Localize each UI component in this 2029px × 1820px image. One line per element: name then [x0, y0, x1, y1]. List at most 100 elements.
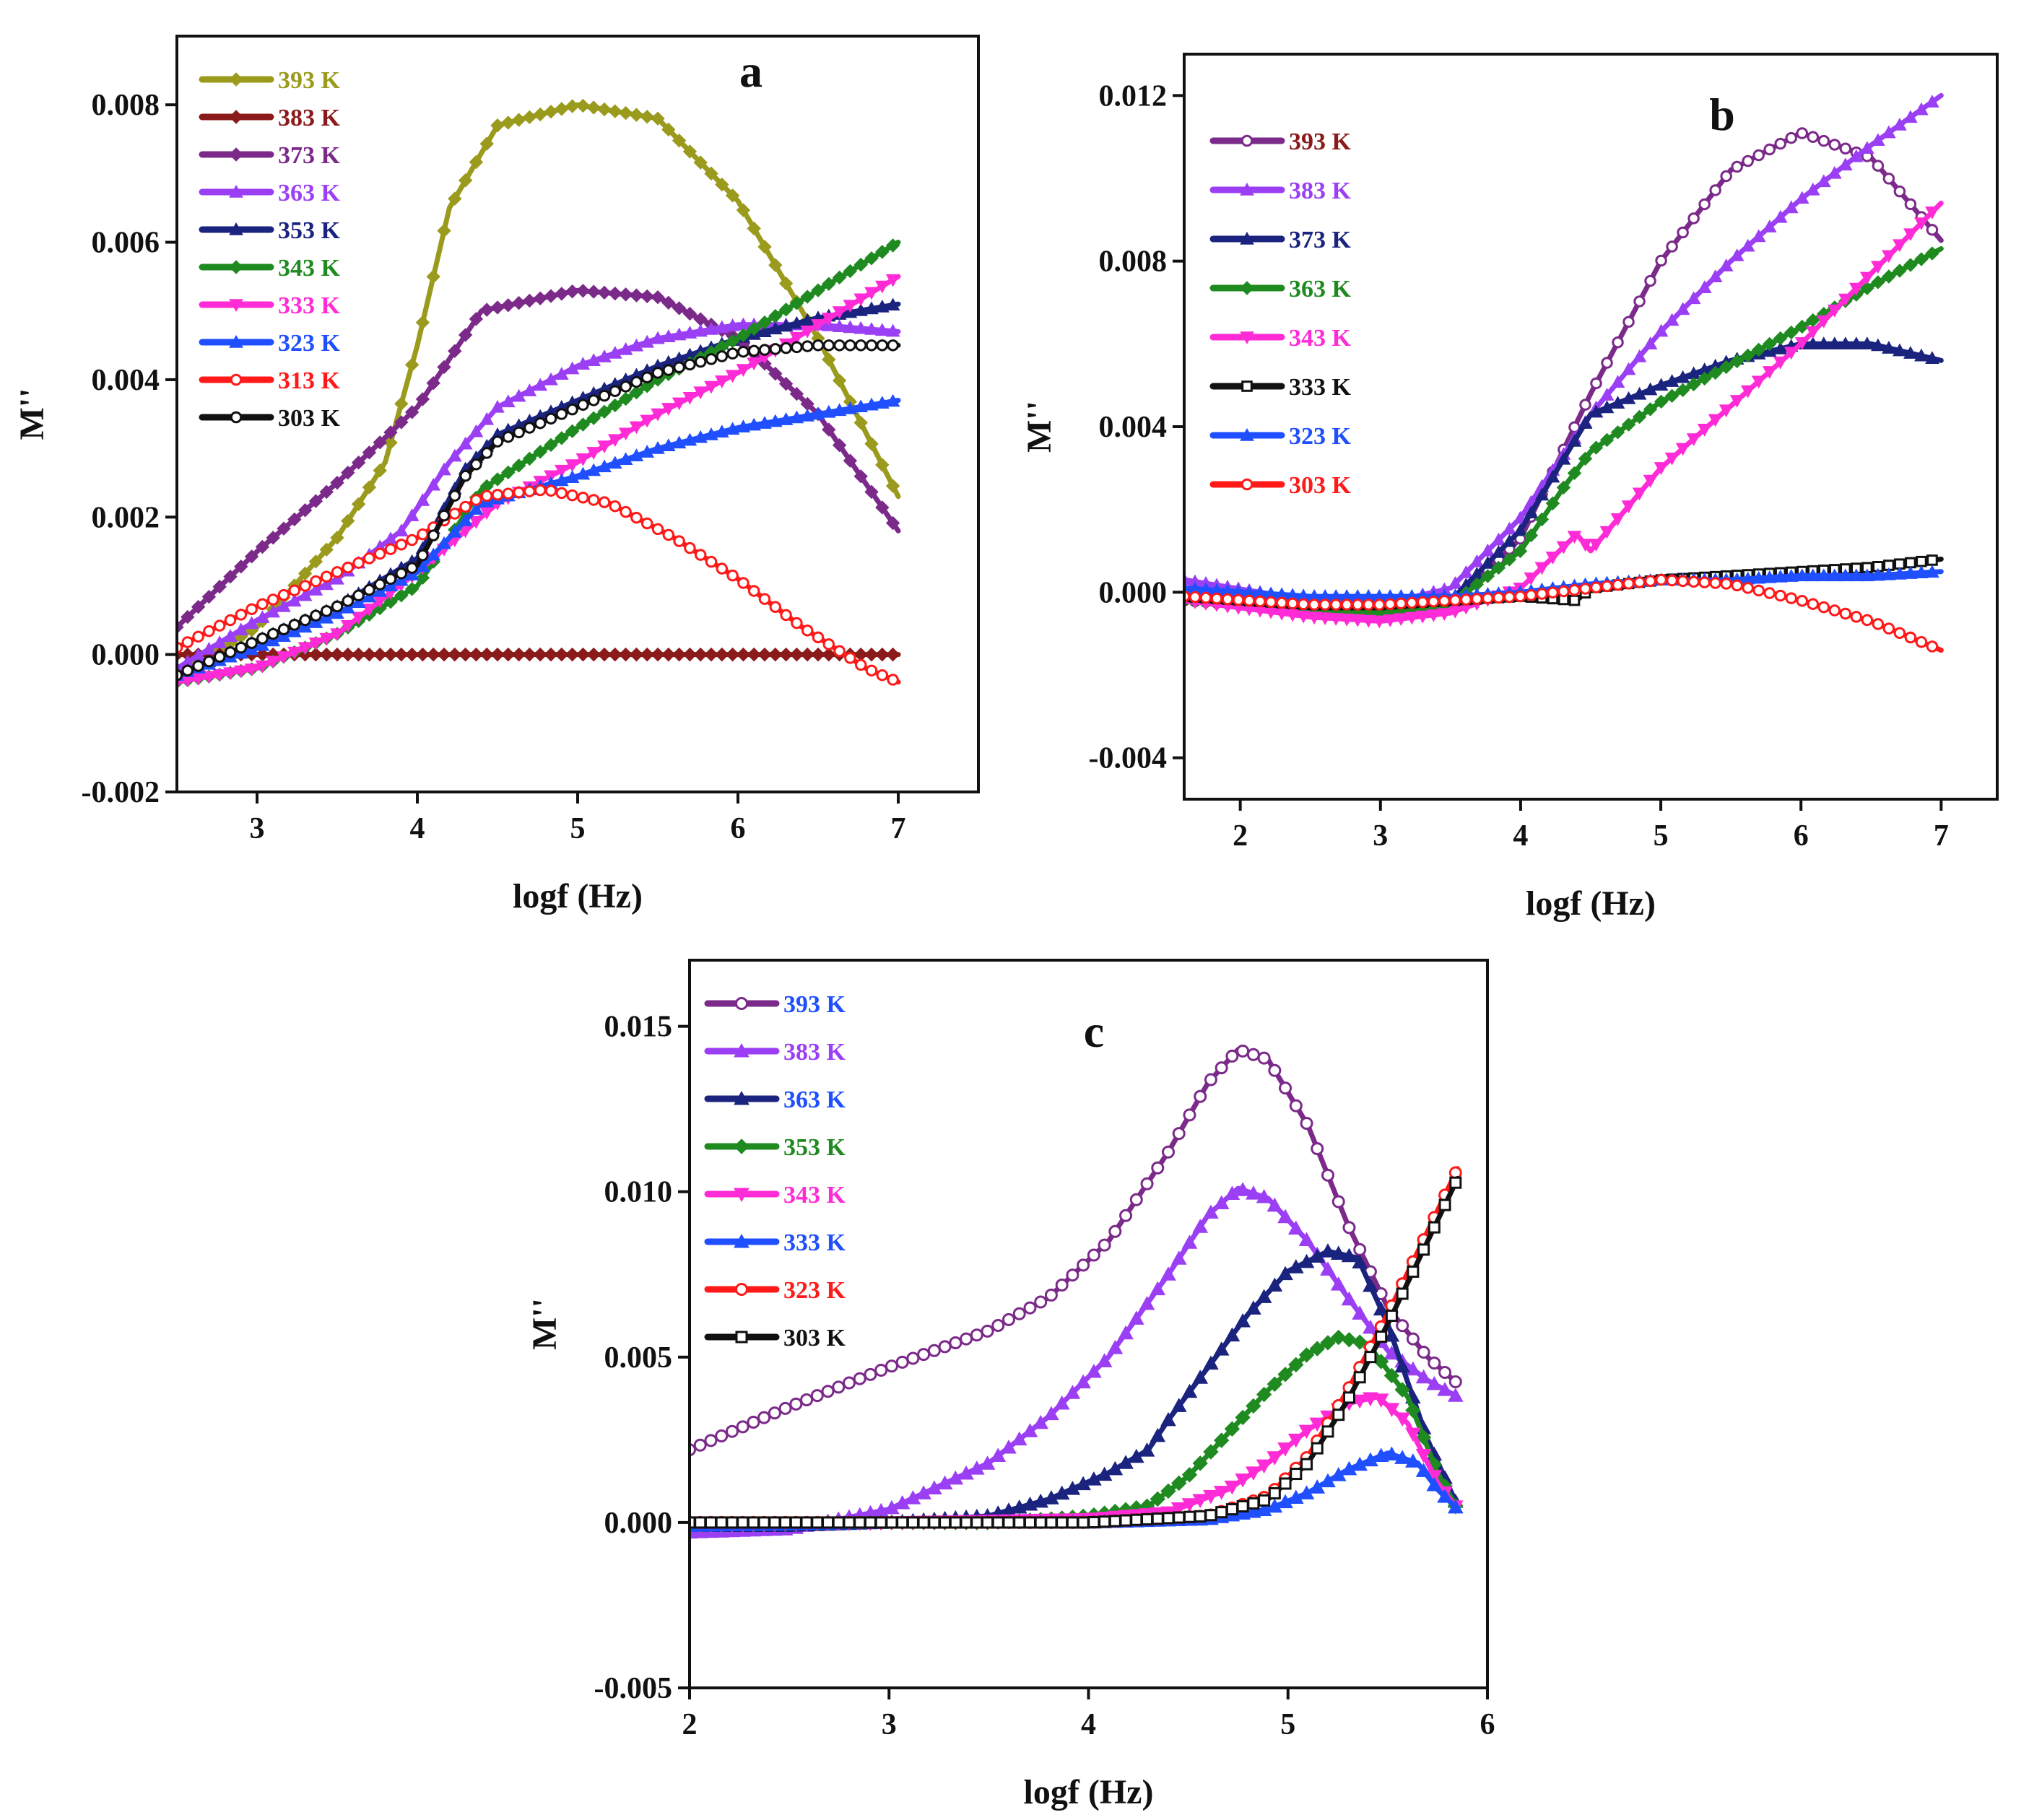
data-point — [1926, 224, 1939, 236]
data-point — [1364, 1351, 1377, 1364]
data-point — [651, 111, 665, 126]
data-point — [822, 277, 836, 291]
data-point — [682, 326, 698, 339]
data-point — [1087, 1248, 1100, 1262]
data-point — [1256, 1189, 1272, 1203]
data-point — [1905, 557, 1916, 569]
data-point — [1256, 1459, 1272, 1474]
data-point — [843, 300, 858, 313]
data-point — [480, 447, 493, 459]
data-point — [887, 339, 899, 352]
data-point — [1406, 596, 1418, 609]
data-point — [598, 496, 611, 508]
data-point — [266, 633, 281, 647]
data-point — [1848, 336, 1864, 350]
data-point — [1740, 348, 1755, 363]
data-point — [1568, 584, 1581, 596]
data-point — [875, 500, 890, 515]
data-point — [896, 1516, 909, 1529]
data-point — [181, 664, 194, 677]
data-point — [672, 397, 687, 411]
data-point — [1298, 1424, 1315, 1440]
x-tick-label: 7 — [891, 812, 906, 845]
data-point — [362, 589, 377, 603]
data-point — [885, 1516, 898, 1529]
y-tick-label: 0.002 — [92, 501, 160, 534]
data-point — [491, 435, 504, 448]
data-point — [1108, 1224, 1122, 1238]
x-tick-label: 5 — [570, 812, 586, 845]
data-point — [522, 383, 537, 396]
data-point — [1256, 1386, 1272, 1403]
data-point — [757, 1411, 771, 1424]
data-point — [768, 414, 783, 427]
data-point — [843, 320, 858, 334]
data-point — [586, 647, 601, 662]
data-point — [1246, 1185, 1261, 1200]
data-point — [725, 647, 740, 662]
data-point — [1599, 526, 1615, 539]
data-point — [1742, 582, 1754, 594]
data-point — [1556, 451, 1571, 465]
data-point — [319, 484, 334, 500]
data-point — [1893, 118, 1907, 131]
data-point — [876, 339, 889, 352]
data-point — [469, 515, 484, 529]
data-point — [458, 436, 473, 450]
data-point — [1589, 440, 1604, 455]
data-point — [1194, 1089, 1207, 1103]
data-point — [1394, 1358, 1410, 1373]
legend-label: 333 K — [783, 1229, 846, 1256]
data-point — [1534, 487, 1550, 501]
data-point — [609, 385, 622, 398]
data-point — [1926, 554, 1938, 566]
data-point — [565, 99, 580, 113]
data-point — [726, 569, 739, 582]
data-point — [566, 403, 578, 416]
data-point — [1785, 131, 1797, 144]
data-point — [299, 580, 311, 592]
data-point — [417, 549, 429, 562]
data-point — [1925, 246, 1939, 261]
data-point — [437, 223, 451, 238]
data-point — [1308, 598, 1321, 611]
data-point — [1275, 596, 1288, 609]
legend-marker — [229, 110, 243, 124]
data-point — [1043, 1406, 1059, 1421]
data-point — [1655, 254, 1667, 267]
data-point — [682, 647, 698, 662]
data-point — [1513, 523, 1528, 536]
data-point — [1686, 377, 1701, 392]
data-point — [223, 570, 238, 584]
data-point — [266, 604, 281, 618]
data-point — [1350, 614, 1365, 627]
data-point — [822, 638, 835, 650]
data-point — [1579, 399, 1591, 411]
data-point — [555, 487, 568, 500]
data-point — [1034, 1516, 1047, 1529]
data-point — [458, 513, 473, 526]
data-point — [1363, 1319, 1378, 1334]
data-point — [693, 155, 708, 170]
data-point — [1331, 1329, 1347, 1346]
data-point — [458, 647, 473, 662]
data-point — [810, 1389, 824, 1403]
data-point — [939, 1516, 952, 1529]
data-point — [714, 424, 729, 437]
data-point — [1064, 1385, 1081, 1399]
data-point — [607, 456, 622, 469]
data-point — [832, 319, 847, 333]
series-line — [1184, 200, 1944, 624]
legend-marker — [1240, 182, 1254, 196]
data-point — [800, 409, 815, 422]
data-point — [747, 221, 761, 236]
data-point — [223, 667, 238, 681]
data-point — [1827, 336, 1842, 350]
data-point — [864, 251, 879, 266]
data-point — [1438, 1365, 1452, 1379]
data-point — [1654, 394, 1669, 409]
data-point — [607, 346, 622, 359]
legend-item: 323 K — [1209, 423, 1352, 450]
data-point — [266, 593, 279, 606]
data-point — [351, 611, 366, 625]
